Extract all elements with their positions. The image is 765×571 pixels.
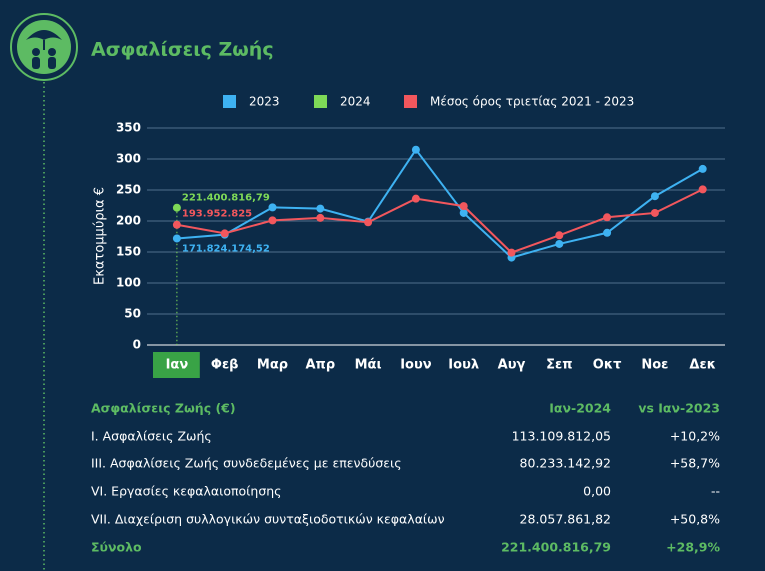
x-tick-label: Αυγ <box>498 358 526 373</box>
data-point <box>603 213 612 222</box>
table-cell: VII. Διαχείριση συλλογικών συνταξιοδοτικ… <box>91 512 445 527</box>
legend-swatch <box>404 95 417 108</box>
y-tick-label: 300 <box>116 152 141 166</box>
data-point <box>172 220 181 229</box>
legend-label: 2023 <box>249 95 280 109</box>
y-tick-label: 250 <box>116 183 141 197</box>
table-cell: +58,7% <box>670 456 720 471</box>
x-tick-label: Δεκ <box>689 358 716 373</box>
x-tick-label: Ιουν <box>400 358 432 373</box>
data-point <box>555 231 564 240</box>
table-cell: 113.109.812,05 <box>512 429 611 444</box>
x-tick-label: Νοε <box>641 358 668 373</box>
logo <box>10 13 78 81</box>
data-label: 193.952.825 <box>182 209 252 220</box>
table-header: vs Ιαν-2023 <box>638 401 720 416</box>
legend-swatch <box>223 95 236 108</box>
table-cell: VI. Εργασίες κεφαλαιοποίησης <box>91 484 282 499</box>
legend-swatch <box>314 95 327 108</box>
data-point <box>459 208 468 217</box>
table-cell: 80.233.142,92 <box>520 456 611 471</box>
x-tick-label: Οκτ <box>593 358 622 373</box>
y-tick-label: 150 <box>116 245 141 259</box>
x-tick-label: Ιουλ <box>448 358 479 373</box>
data-point <box>220 229 229 238</box>
data-point <box>268 203 277 212</box>
table-cell: III. Ασφαλίσεις Ζωής συνδεδεμένες με επε… <box>91 456 402 471</box>
y-axis-label: Εκατομμύρια € <box>93 187 108 285</box>
data-point <box>555 239 564 248</box>
data-point <box>698 185 707 194</box>
series-line <box>176 188 704 254</box>
y-tick-label: 100 <box>116 276 141 290</box>
y-tick-label: 350 <box>116 121 141 135</box>
table-cell: +10,2% <box>670 429 720 444</box>
legend-label: Μέσος όρος τριετίας 2021 - 2023 <box>430 95 634 109</box>
table-total: Σύνολο <box>91 540 142 555</box>
data-point <box>172 203 181 212</box>
x-tick-label: Σεπ <box>546 358 572 373</box>
table-header: Ασφαλίσεις Ζωής (€) <box>91 401 236 416</box>
table-cell: 28.057.861,82 <box>520 512 611 527</box>
y-tick-label: 0 <box>133 338 141 352</box>
legend-label: 2024 <box>340 95 371 109</box>
data-point <box>650 208 659 217</box>
data-point <box>268 216 277 225</box>
data-point <box>316 204 325 213</box>
x-tick-label: Μαρ <box>257 358 288 373</box>
data-point <box>698 164 707 173</box>
table-cell: +50,8% <box>670 512 720 527</box>
data-point <box>316 213 325 222</box>
y-tick-label: 50 <box>124 307 141 321</box>
title: Ασφαλίσεις Ζωής <box>91 39 274 61</box>
data-label: 221.400.816,79 <box>182 193 270 204</box>
table-total: 221.400.816,79 <box>501 540 611 555</box>
highlight-box <box>153 352 200 378</box>
data-label: 171.824.174,52 <box>182 243 270 254</box>
data-point <box>459 202 468 211</box>
table-total: +28,9% <box>666 540 720 555</box>
data-point <box>411 145 420 154</box>
data-point <box>172 234 181 243</box>
data-point <box>364 218 373 227</box>
data-point <box>507 248 516 257</box>
table-cell: I. Ασφαλίσεις Ζωής <box>91 429 212 444</box>
table-cell: 0,00 <box>583 484 611 499</box>
table-cell: -- <box>711 484 720 499</box>
data-point <box>411 194 420 203</box>
series-line <box>176 147 704 259</box>
data-point <box>650 192 659 201</box>
y-tick-label: 200 <box>116 214 141 228</box>
x-tick-label: Απρ <box>305 358 335 373</box>
table-header: Ιαν-2024 <box>549 401 611 416</box>
x-tick-label: Ιαν <box>166 358 189 373</box>
data-point <box>603 228 612 237</box>
x-tick-label: Μάι <box>355 358 382 373</box>
x-tick-label: Φεβ <box>211 358 239 373</box>
